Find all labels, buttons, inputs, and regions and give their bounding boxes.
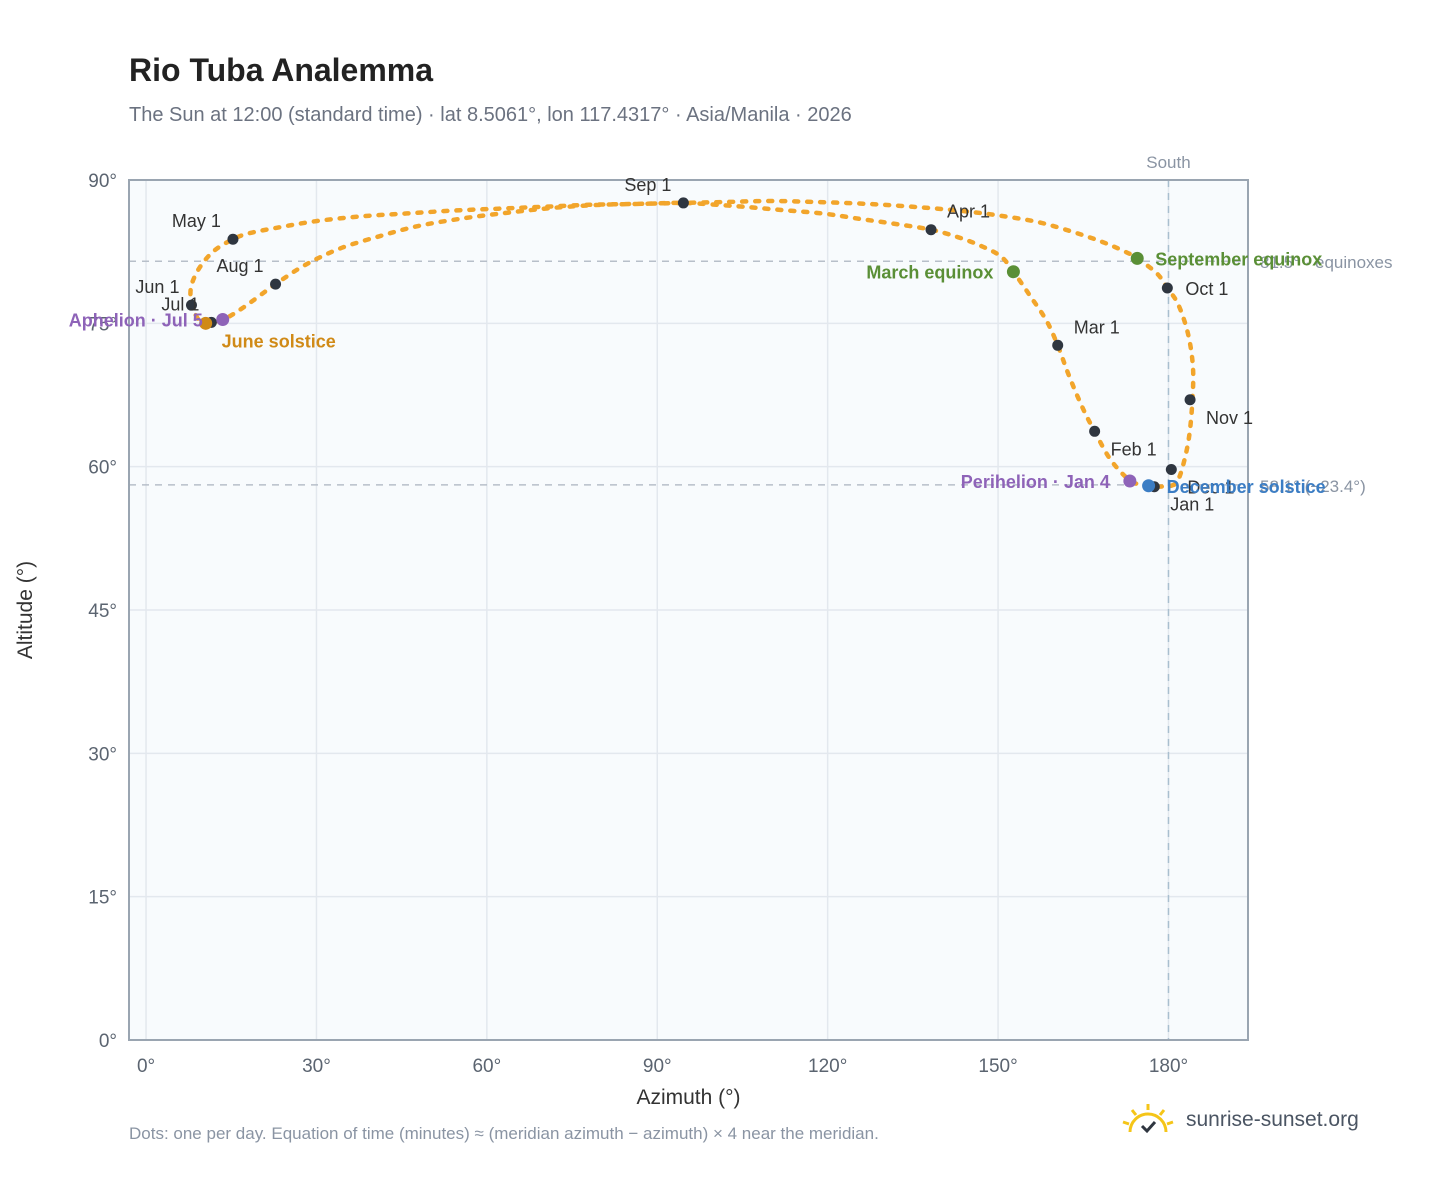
equinox-altitude-label: 81.5° · equinoxes: [1260, 253, 1393, 272]
chart-title: Rio Tuba Analemma: [129, 52, 434, 88]
month-marker: [1052, 339, 1064, 351]
event-marker: [1006, 265, 1020, 279]
y-tick-label: 30°: [88, 744, 117, 765]
y-axis-title: Altitude (°): [14, 561, 37, 659]
month-marker: [1184, 394, 1196, 406]
event-label: Perihelion · Jan 4: [961, 472, 1110, 492]
x-tick-label: 180°: [1149, 1056, 1188, 1077]
analemma-curve: [188, 198, 1196, 490]
event-label: December solstice: [1167, 477, 1326, 497]
month-label: Aug 1: [217, 256, 264, 276]
month-marker: [1161, 282, 1173, 294]
month-label: Sep 1: [624, 175, 671, 195]
event-marker: [199, 316, 213, 330]
brand[interactable]: sunrise-sunset.org: [1120, 1102, 1359, 1138]
month-marker: [925, 224, 937, 236]
y-tick-label: 15°: [88, 888, 117, 909]
month-marker: [227, 233, 239, 245]
x-tick-label: 60°: [472, 1056, 501, 1077]
plot-frame: [128, 179, 1249, 1041]
month-label: Apr 1: [947, 202, 990, 222]
month-label: Mar 1: [1074, 317, 1120, 337]
month-label: Nov 1: [1206, 408, 1253, 428]
event-label: September equinox: [1155, 249, 1322, 269]
y-tick-label: 75°: [88, 314, 117, 335]
y-tick-label: 45°: [88, 601, 117, 622]
month-label: Dec 1: [1187, 478, 1234, 498]
event-marker: [1142, 479, 1156, 493]
chart-subtitle: The Sun at 12:00 (standard time) · lat 8…: [129, 104, 852, 126]
x-axis-title: Azimuth (°): [636, 1086, 740, 1109]
brand-name: sunrise-sunset.org: [1186, 1108, 1359, 1131]
month-marker: [270, 278, 282, 290]
x-tick-label: 0°: [137, 1056, 155, 1077]
y-tick-label: 0°: [99, 1031, 117, 1052]
x-tick-label: 90°: [643, 1056, 672, 1077]
event-label: Aphelion · Jul 5: [69, 311, 203, 331]
month-marker: [677, 197, 689, 209]
x-tick-label: 120°: [808, 1056, 847, 1077]
december-altitude-label: 58.1° (−23.4°): [1260, 477, 1366, 496]
month-label: Jul 1: [161, 294, 199, 314]
south-label: South: [1146, 153, 1190, 172]
event-marker: [1123, 474, 1137, 488]
event-marker: [216, 313, 230, 327]
event-label: March equinox: [866, 263, 993, 283]
event-marker: [1130, 251, 1144, 265]
month-label: Jan 1: [1170, 495, 1214, 515]
month-label: Jun 1: [135, 277, 179, 297]
month-label: Feb 1: [1111, 439, 1157, 459]
x-tick-label: 30°: [302, 1056, 331, 1077]
y-tick-label: 90°: [88, 171, 117, 192]
month-label: Oct 1: [1185, 279, 1228, 299]
y-tick-label: 60°: [88, 458, 117, 479]
chart-footnote: Dots: one per day. Equation of time (min…: [129, 1124, 879, 1143]
event-label: June solstice: [222, 331, 336, 351]
month-marker: [185, 299, 197, 311]
x-tick-label: 150°: [978, 1056, 1017, 1077]
sun-logo-icon: [1122, 1104, 1174, 1134]
month-label: May 1: [172, 211, 221, 231]
month-marker: [1089, 425, 1101, 437]
month-marker: [1165, 464, 1177, 476]
